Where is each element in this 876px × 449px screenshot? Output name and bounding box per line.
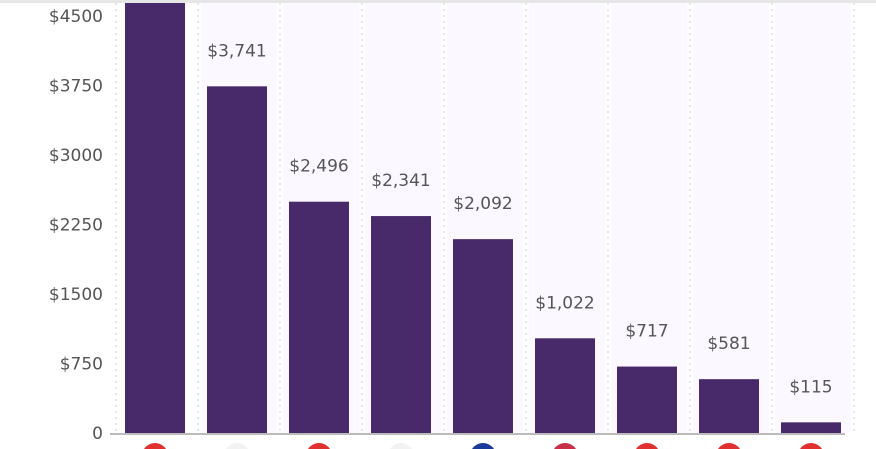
data-label: $2,496: [289, 157, 348, 177]
flag-icon: [718, 443, 740, 449]
bar: [125, 3, 185, 433]
bar: [617, 366, 677, 433]
data-label: $581: [707, 334, 750, 354]
y-tick-label: $4500: [49, 7, 103, 27]
data-label: $1,022: [535, 293, 594, 313]
y-tick-label: $3000: [49, 146, 103, 166]
flag-icon: [554, 443, 576, 449]
column-background: [611, 3, 687, 433]
y-tick-label: $3750: [49, 77, 103, 97]
flag-icon: [144, 443, 166, 449]
flag-icon: [800, 443, 822, 449]
data-label: $3,741: [207, 41, 266, 61]
data-label: $2,341: [371, 171, 430, 191]
bar: [371, 216, 431, 433]
flag-icon: [636, 443, 658, 449]
flag-icon: [390, 443, 412, 449]
bar: [699, 379, 759, 433]
data-label: $2,092: [453, 194, 512, 214]
bar: [781, 422, 841, 433]
data-label: $115: [789, 377, 832, 397]
data-label: $717: [625, 322, 668, 342]
bar: [535, 338, 595, 433]
bar: [289, 201, 349, 433]
top-band: [0, 0, 876, 3]
flag-icon: [472, 443, 494, 449]
bar: [207, 86, 267, 434]
column-background: [693, 3, 769, 433]
bar: [453, 239, 513, 433]
flag-icon: [226, 443, 248, 449]
y-tick-label: $750: [60, 355, 103, 375]
flag-icon: [308, 443, 330, 449]
column-background: [775, 3, 851, 433]
y-tick-label: $1500: [49, 285, 103, 305]
y-tick-label: 0: [92, 424, 103, 444]
y-tick-label: $2250: [49, 216, 103, 236]
